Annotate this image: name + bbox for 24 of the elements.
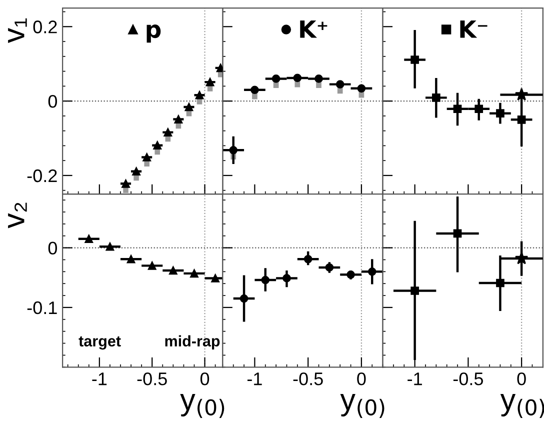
legend-label: K⁺ — [300, 20, 328, 38]
x-tick-label: 0 — [357, 372, 366, 386]
y-tick-label: 0 — [48, 242, 57, 255]
x-axis-title: y$_{(0)}$ — [340, 394, 384, 418]
x-axis-title: y$_{(0)}$ — [500, 394, 544, 418]
y-axis-title: v₁ — [8, 18, 27, 44]
x-axis-title: y$_{(0)}$ — [180, 394, 224, 418]
x-tick-label: -0.5 — [453, 372, 483, 386]
x-tick-label: -1 — [408, 372, 422, 386]
y-tick-label: 0 — [48, 94, 57, 108]
legend-label: p — [146, 24, 161, 43]
y-tick-label: 0.2 — [33, 20, 57, 34]
x-tick-label: 0 — [517, 372, 526, 386]
annotation: mid-rap — [165, 335, 220, 350]
x-tick-label: -0.5 — [293, 372, 323, 386]
legend-label: K⁻ — [460, 20, 488, 38]
y-tick-label: -0.1 — [27, 301, 57, 314]
x-tick-label: 0 — [200, 372, 210, 386]
x-tick-label: -1 — [247, 372, 262, 386]
y-axis-title: v₂ — [8, 202, 27, 228]
x-tick-label: -0.5 — [137, 372, 167, 386]
annotation: target — [78, 336, 121, 350]
y-tick-label: -0.2 — [27, 169, 57, 182]
x-tick-label: -1 — [92, 372, 107, 386]
